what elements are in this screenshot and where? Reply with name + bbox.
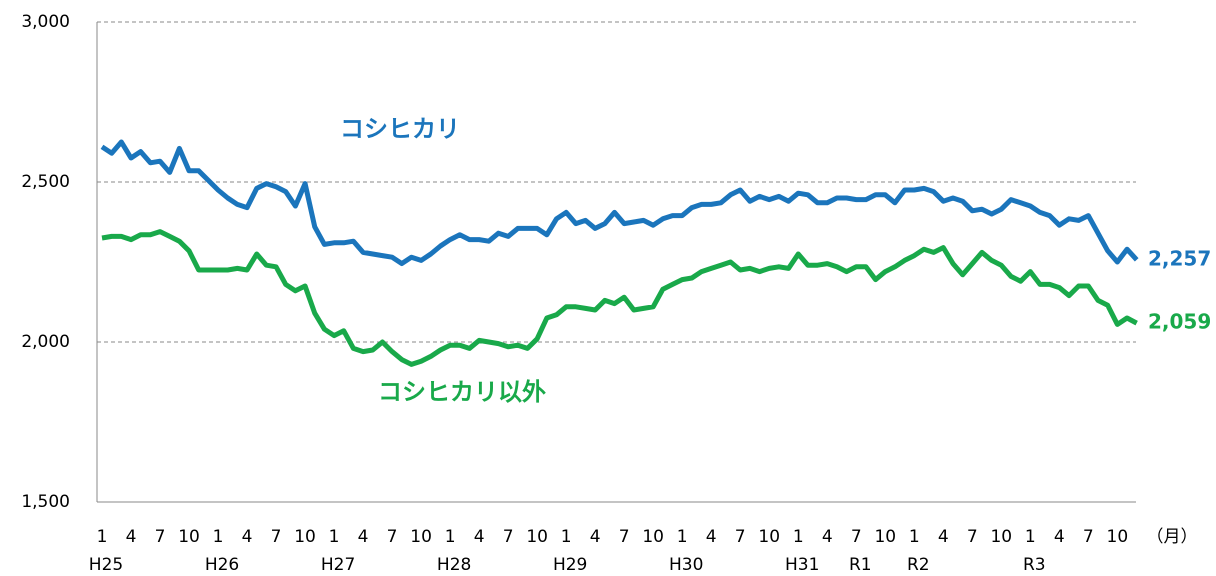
x-tick-label: 10	[526, 527, 548, 547]
x-tick-label: 7	[967, 527, 978, 547]
x-unit: （月）	[1147, 527, 1198, 547]
x-tick-label: 10	[642, 527, 664, 547]
year-label: H30	[669, 555, 703, 575]
year-label: R3	[1023, 555, 1046, 575]
x-tick-label: 7	[851, 527, 862, 547]
y-tick-label: 2,500	[21, 172, 70, 192]
x-tick-label: 4	[822, 527, 833, 547]
series-line	[100, 139, 1139, 267]
x-tick-label: 4	[706, 527, 717, 547]
x-tick-label: 1	[445, 527, 456, 547]
x-tick-label: 4	[1054, 527, 1065, 547]
value-label: 2,059	[1148, 310, 1211, 334]
x-tick-label: 1	[677, 527, 688, 547]
y-tick-label: 1,500	[21, 492, 70, 512]
x-tick-label: 1	[1025, 527, 1036, 547]
x-tick-label: 7	[735, 527, 746, 547]
x-tick-label: 1	[329, 527, 340, 547]
year-label: H29	[553, 555, 587, 575]
x-tick-label: 1	[97, 527, 108, 547]
x-tick-label: 4	[938, 527, 949, 547]
value-label: 2,257	[1148, 246, 1211, 270]
x-tick-label: 1	[213, 527, 224, 547]
y-tick-label: 2,000	[21, 332, 70, 352]
year-label: H28	[437, 555, 471, 575]
x-tick-label: 1	[909, 527, 920, 547]
year-label: H27	[321, 555, 355, 575]
year-label: H31	[785, 555, 819, 575]
x-tick-label: 1	[793, 527, 804, 547]
x-tick-label: 10	[294, 527, 316, 547]
x-tick-label: 7	[387, 527, 398, 547]
x-tick-label: 4	[358, 527, 369, 547]
series-label: コシヒカリ以外	[378, 378, 546, 406]
x-tick-label: 7	[155, 527, 166, 547]
year-label: H26	[205, 555, 239, 575]
x-tick-label: 4	[474, 527, 485, 547]
x-tick-label: 4	[242, 527, 253, 547]
x-tick-label: 4	[590, 527, 601, 547]
x-tick-label: 1	[561, 527, 572, 547]
x-tick-label: 10	[990, 527, 1012, 547]
x-tick-label: 7	[619, 527, 630, 547]
year-label: R2	[907, 555, 930, 575]
x-tick-label: 7	[503, 527, 514, 547]
series-line	[101, 229, 1138, 367]
x-tick-label: 10	[758, 527, 780, 547]
x-tick-label: 10	[874, 527, 896, 547]
x-tick-label: 4	[126, 527, 137, 547]
x-tick-label: 10	[410, 527, 432, 547]
year-label: R1	[849, 555, 872, 575]
series-label: コシヒカリ	[340, 115, 460, 143]
x-tick-label: 10	[178, 527, 200, 547]
x-tick-label: 7	[1083, 527, 1094, 547]
year-label: H25	[89, 555, 123, 575]
x-tick-label: 10	[1107, 527, 1129, 547]
y-tick-label: 3,000	[21, 12, 70, 32]
x-tick-label: 7	[271, 527, 282, 547]
